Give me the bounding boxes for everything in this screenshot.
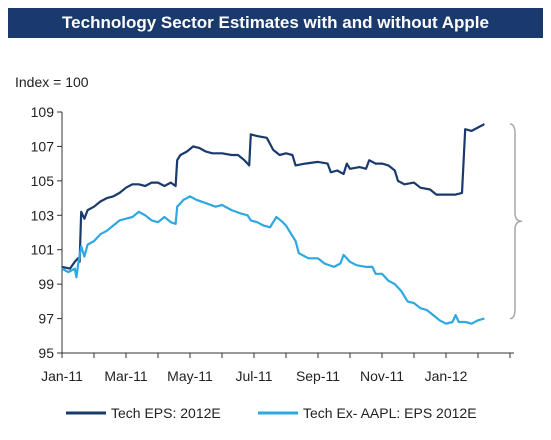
x-tick-label: Nov-11 [360,368,404,384]
y-tick-label: 109 [31,104,55,120]
series-lines [61,123,485,325]
y-tick-label: 101 [31,242,55,258]
legend-label-2: Tech Ex- AAPL: EPS 2012E [303,405,477,421]
y-tick-label: 99 [38,276,54,292]
y-tick-label: 95 [38,345,54,361]
chart-title: Technology Sector Estimates with and wit… [8,8,543,38]
y-tick-label: 97 [38,311,54,327]
gap-brace [509,123,523,320]
x-tick-label: Jan-11 [41,368,83,384]
y-axis-unit-label: Index = 100 [15,74,89,90]
x-tick-label: Jul-11 [235,368,272,384]
y-tick-label: 107 [31,138,55,154]
x-tick-label: May-11 [167,368,213,384]
y-tick-label: 103 [31,207,55,223]
series-line-1 [61,123,485,270]
series-line-2 [61,195,485,325]
y-axis: 95 97 99 101 103 105 107 109 [31,104,63,361]
x-tick-label: Sep-11 [296,368,340,384]
legend: Tech EPS: 2012E Tech Ex- AAPL: EPS 2012E [66,405,477,421]
x-axis: Jan-11 Mar-11 May-11 Jul-11 Sep-11 Nov-11 Jan-… [41,352,514,384]
y-tick-label: 105 [31,173,55,189]
x-tick-label: Mar-11 [104,368,148,384]
x-tick-label: Jan-12 [425,368,468,384]
legend-label-1: Tech EPS: 2012E [111,405,221,421]
